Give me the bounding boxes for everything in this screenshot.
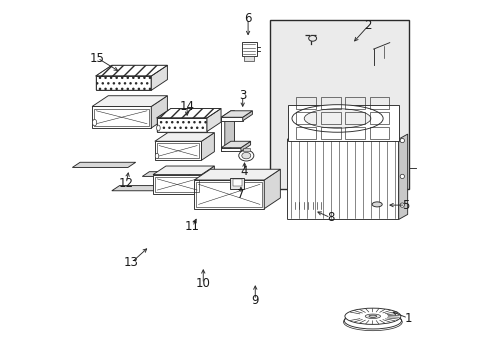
Ellipse shape: [344, 312, 401, 329]
Ellipse shape: [368, 315, 376, 318]
Bar: [241, 42, 256, 56]
Polygon shape: [287, 105, 398, 141]
Text: 4: 4: [240, 165, 248, 177]
Polygon shape: [206, 108, 221, 132]
Text: 5: 5: [401, 199, 409, 212]
Ellipse shape: [291, 105, 383, 132]
Text: 2: 2: [364, 19, 371, 32]
Ellipse shape: [156, 125, 160, 131]
Polygon shape: [156, 118, 206, 132]
Polygon shape: [96, 65, 167, 76]
Polygon shape: [241, 141, 250, 151]
Polygon shape: [221, 111, 234, 117]
Bar: [230, 178, 244, 189]
Polygon shape: [155, 141, 201, 160]
Polygon shape: [292, 195, 330, 201]
Text: 9: 9: [251, 294, 259, 307]
Ellipse shape: [238, 150, 253, 161]
Bar: [296, 97, 316, 109]
Polygon shape: [201, 166, 214, 194]
Polygon shape: [156, 108, 221, 118]
Text: 12: 12: [119, 177, 133, 190]
Bar: [369, 112, 388, 124]
Ellipse shape: [304, 109, 370, 128]
Polygon shape: [221, 141, 250, 148]
Ellipse shape: [344, 308, 400, 324]
Text: 14: 14: [179, 100, 194, 113]
Polygon shape: [112, 186, 177, 191]
Polygon shape: [323, 195, 330, 211]
Polygon shape: [155, 133, 214, 141]
Polygon shape: [221, 111, 252, 117]
Polygon shape: [194, 169, 280, 180]
Ellipse shape: [92, 120, 97, 126]
Polygon shape: [153, 175, 201, 194]
Text: 6: 6: [244, 12, 251, 25]
Bar: [320, 127, 340, 139]
Polygon shape: [201, 133, 214, 160]
Polygon shape: [142, 172, 194, 176]
Bar: [233, 179, 241, 186]
Polygon shape: [398, 134, 407, 220]
Polygon shape: [151, 65, 167, 90]
Polygon shape: [92, 107, 151, 128]
Polygon shape: [221, 117, 224, 151]
Text: 13: 13: [124, 256, 139, 269]
Ellipse shape: [155, 153, 159, 159]
Polygon shape: [151, 96, 167, 128]
Polygon shape: [72, 162, 135, 167]
Polygon shape: [242, 111, 252, 121]
Circle shape: [399, 174, 404, 179]
Polygon shape: [221, 117, 242, 121]
Polygon shape: [96, 76, 151, 90]
Circle shape: [399, 138, 404, 143]
Bar: [296, 112, 316, 124]
Text: 3: 3: [239, 89, 246, 102]
Bar: [296, 127, 316, 139]
Bar: [244, 55, 253, 60]
Text: 11: 11: [184, 220, 200, 233]
Polygon shape: [224, 111, 234, 151]
Bar: [369, 97, 388, 109]
Bar: [369, 127, 388, 139]
Ellipse shape: [365, 314, 380, 319]
Bar: [242, 148, 249, 151]
Ellipse shape: [241, 152, 250, 159]
Ellipse shape: [371, 202, 382, 207]
Text: 10: 10: [195, 278, 210, 291]
Text: 7: 7: [237, 188, 244, 201]
Polygon shape: [292, 201, 323, 211]
Text: 8: 8: [326, 211, 334, 224]
Bar: [345, 97, 364, 109]
Polygon shape: [221, 148, 241, 151]
Polygon shape: [287, 137, 398, 220]
Bar: [269, 21, 408, 189]
Polygon shape: [153, 166, 214, 175]
Polygon shape: [92, 96, 167, 107]
Bar: [345, 127, 364, 139]
Bar: [320, 97, 340, 109]
Ellipse shape: [308, 36, 316, 41]
Bar: [345, 112, 364, 124]
Text: 1: 1: [404, 311, 411, 325]
Polygon shape: [194, 180, 264, 209]
Circle shape: [399, 203, 404, 207]
Polygon shape: [264, 169, 280, 209]
Text: 15: 15: [90, 51, 105, 64]
Bar: [320, 112, 340, 124]
